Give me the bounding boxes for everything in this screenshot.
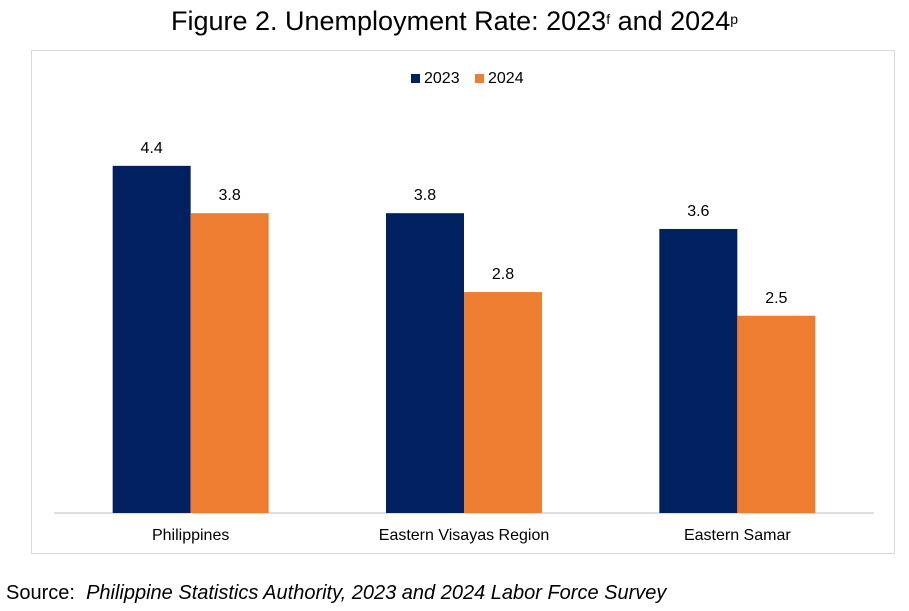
title-superscript-p: p [730, 11, 739, 27]
data-label-2023-eastern-samar: 3.6 [687, 203, 709, 220]
bar-2024-philippines [190, 213, 269, 513]
chart-title: Figure 2. Unemployment Rate: 2023f and 2… [0, 4, 909, 38]
legend-label-2023: 2023 [424, 70, 460, 87]
x-tick-label: Eastern Visayas Region [379, 527, 549, 544]
source-note: Source: Philippine Statistics Authority,… [6, 580, 666, 606]
x-tick-label: Philippines [152, 527, 229, 544]
legend-label-2024: 2024 [488, 70, 524, 87]
data-label-2024-eastern-samar: 2.5 [765, 290, 787, 307]
source-label: Source: [6, 582, 75, 604]
data-label-2024-philippines: 3.8 [219, 187, 241, 204]
bar-2023-eastern-visayas-region [386, 213, 464, 513]
title-superscript-f: f [606, 11, 611, 27]
title-text: Figure 2. Unemployment Rate: 2023 [170, 6, 607, 36]
x-tick-label: Eastern Samar [684, 527, 791, 544]
bar-2023-eastern-samar [659, 228, 738, 513]
legend-swatch-2024 [475, 74, 484, 83]
chart-frame: 4.4 3.8 Philippines 3.8 2.8 Eastern Visayas R… [31, 50, 895, 554]
bar-2024-eastern-visayas-region [464, 292, 542, 513]
bar-2024-eastern-samar [737, 315, 816, 513]
source-text: Philippine Statistics Authority, 2023 an… [86, 582, 667, 604]
bar-2023-philippines [112, 165, 191, 513]
legend-swatch-2023 [411, 74, 420, 83]
data-label-2023-philippines: 4.4 [141, 140, 163, 157]
data-label-2023-eastern-visayas-region: 3.8 [414, 187, 436, 204]
bar-chart: 4.4 3.8 Philippines 3.8 2.8 Eastern Visayas R… [54, 70, 874, 544]
data-label-2024-eastern-visayas-region: 2.8 [492, 266, 514, 283]
title-text-mid: and 2024 [610, 6, 731, 36]
